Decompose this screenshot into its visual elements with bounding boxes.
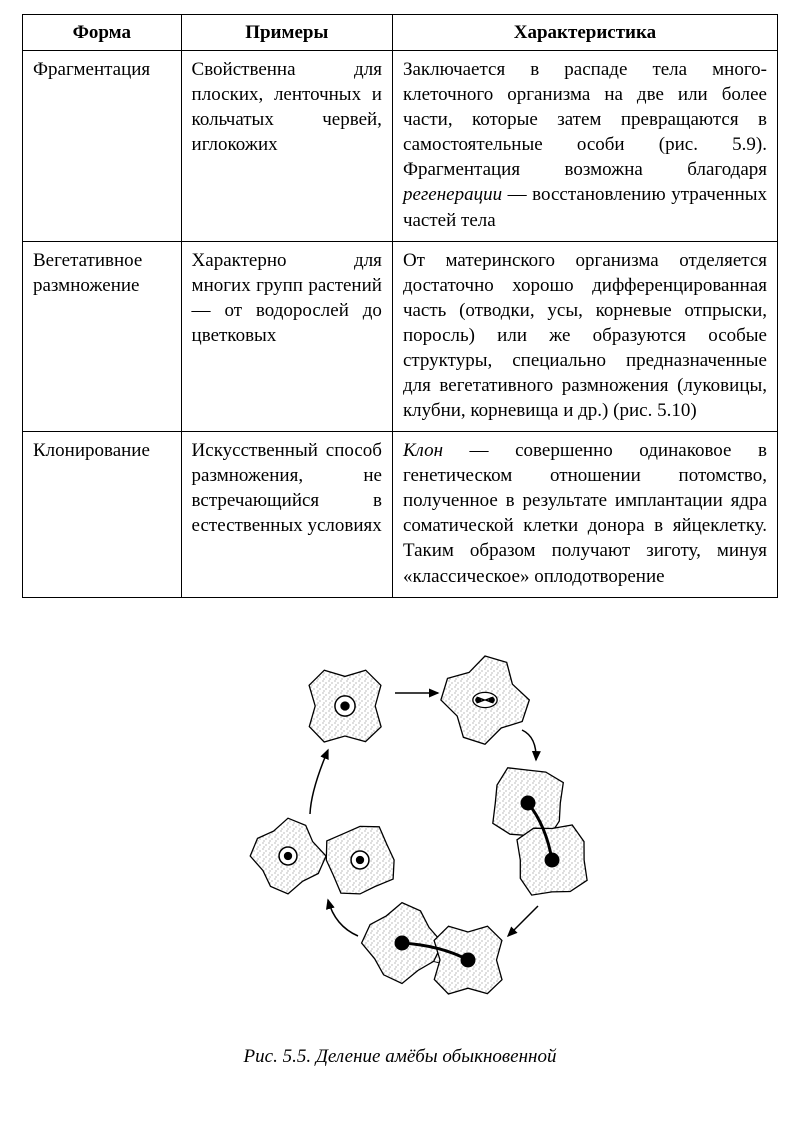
col-header-characteristic: Характеристика xyxy=(392,15,777,51)
col-header-examples: Примеры xyxy=(181,15,392,51)
cell-characteristic: Заключается в распаде тела много­клеточн… xyxy=(392,51,777,242)
table-row: КлонированиеИскусственный спо­соб размно… xyxy=(23,432,778,597)
table-row: ФрагментацияСвойственна для плоских, лен… xyxy=(23,51,778,242)
cell-form: Клонирование xyxy=(23,432,182,597)
table-row: Вегетативное размножениеХарактерно для м… xyxy=(23,241,778,432)
cell-form: Вегетативное размножение xyxy=(23,241,182,432)
caption-prefix: Рис. 5.5. xyxy=(244,1046,312,1067)
reproduction-forms-table: Форма Примеры Характеристика Фрагментаци… xyxy=(22,14,778,598)
cell-examples: Характерно для многих групп ра­стений — … xyxy=(181,241,392,432)
figure-amoeba-division: Рис. 5.5. Деление амёбы обыкновенной xyxy=(22,638,778,1068)
cell-examples: Свойственна для плоских, ленточных и кол… xyxy=(181,51,392,242)
cell-characteristic: От материнского организма от­деляется до… xyxy=(392,241,777,432)
amoeba-division-diagram xyxy=(190,638,610,1018)
cell-form: Фрагментация xyxy=(23,51,182,242)
caption-text: Деление амёбы обыкновенной xyxy=(311,1046,556,1067)
cell-characteristic: Клон — совершенно одинаковое в генетичес… xyxy=(392,432,777,597)
figure-caption: Рис. 5.5. Деление амёбы обыкновенной xyxy=(22,1046,778,1068)
cell-examples: Искусственный спо­соб размножения, не вс… xyxy=(181,432,392,597)
col-header-form: Форма xyxy=(23,15,182,51)
table-header-row: Форма Примеры Характеристика xyxy=(23,15,778,51)
